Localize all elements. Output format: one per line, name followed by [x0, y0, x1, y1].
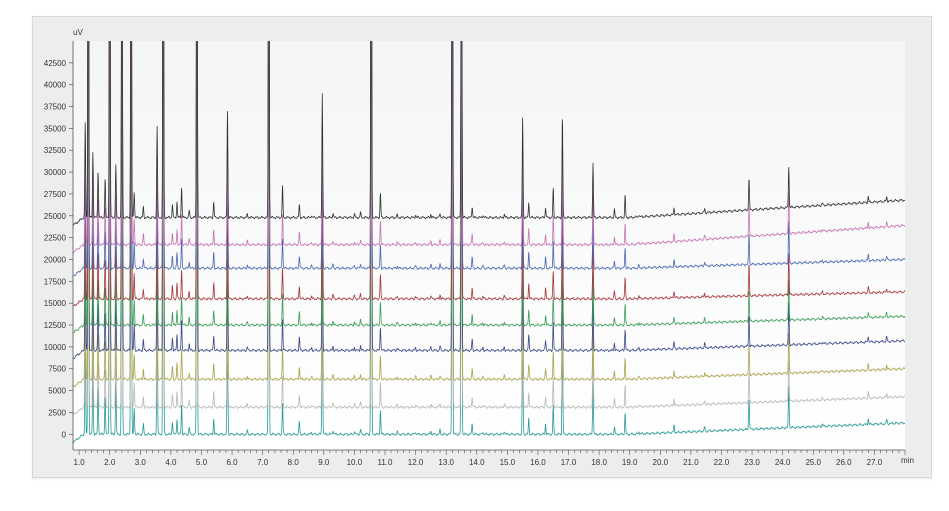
x-tick-label: 26.0 [836, 458, 852, 467]
x-tick-label: 19.0 [622, 458, 638, 467]
y-tick-label: 32500 [44, 146, 67, 155]
chromatogram-trace-3 [73, 41, 905, 388]
chromatogram-trace-4 [73, 41, 905, 359]
y-tick-label: 2500 [48, 408, 66, 417]
x-axis-unit-label: min [901, 456, 914, 465]
y-tick-label: 37500 [44, 103, 67, 112]
x-tick-label: 8.0 [288, 458, 300, 467]
x-tick-label: 4.0 [165, 458, 177, 467]
x-tick-label: 16.0 [530, 458, 546, 467]
chromatogram-trace-8 [73, 41, 905, 254]
y-tick-label: 42500 [44, 59, 67, 68]
y-tick-label: 35000 [44, 124, 67, 133]
x-tick-label: 24.0 [775, 458, 791, 467]
y-tick-label: 25000 [44, 212, 67, 221]
x-tick-label: 3.0 [135, 458, 147, 467]
chromatogram-trace-2 [73, 41, 905, 416]
x-tick-label: 6.0 [226, 458, 238, 467]
x-tick-label: 12.0 [408, 458, 424, 467]
x-tick-label: 25.0 [805, 458, 821, 467]
x-ticks: 1.0 2.0 3.0 4.0 5.0 6.0 7.0 8.0 9.0 10.0 11.0 12.0 1… [74, 450, 906, 467]
y-tick-label: 12500 [44, 321, 67, 330]
y-tick-label: 27500 [44, 190, 67, 199]
y-tick-label: 20000 [44, 255, 67, 264]
x-tick-label: 15.0 [500, 458, 516, 467]
y-tick-label: 30000 [44, 168, 67, 177]
y-tick-label: 40000 [44, 81, 67, 90]
chromatogram-trace-5 [73, 41, 905, 334]
y-tick-label: 7500 [48, 365, 66, 374]
chromatogram-trace-7 [73, 41, 905, 277]
x-tick-label: 5.0 [196, 458, 208, 467]
y-tick-label: 15000 [44, 299, 67, 308]
series-layer [73, 41, 905, 444]
y-tick-label: 5000 [48, 387, 66, 396]
x-tick-label: 21.0 [683, 458, 699, 467]
x-tick-label: 27.0 [867, 458, 883, 467]
y-tick-label: 17500 [44, 277, 67, 286]
x-tick-label: 2.0 [104, 458, 116, 467]
y-ticks: 0 2500 5000 7500 10000 12500 15000 17500 20000 22… [44, 59, 73, 439]
y-tick-label: 22500 [44, 234, 67, 243]
chromatogram-trace-1 [73, 41, 905, 444]
chromatogram-panel: 0 2500 5000 7500 10000 12500 15000 17500 20000 22… [32, 16, 932, 478]
x-tick-label: 14.0 [469, 458, 485, 467]
x-tick-label: 20.0 [653, 458, 669, 467]
x-tick-label: 7.0 [257, 458, 269, 467]
x-tick-label: 9.0 [318, 458, 330, 467]
x-tick-label: 18.0 [591, 458, 607, 467]
chromatogram-chart: 0 2500 5000 7500 10000 12500 15000 17500 20000 22… [44, 28, 914, 467]
x-tick-label: 13.0 [438, 458, 454, 467]
x-tick-label: 11.0 [378, 458, 394, 467]
y-tick-label: 10000 [44, 343, 67, 352]
x-tick-label: 10.0 [347, 458, 363, 467]
chromatogram-trace-6 [73, 41, 905, 307]
x-tick-label: 17.0 [561, 458, 577, 467]
chromatogram-trace-9 [73, 41, 905, 227]
y-tick-label: 0 [62, 430, 67, 439]
x-tick-label: 1.0 [74, 458, 86, 467]
x-tick-label: 23.0 [744, 458, 760, 467]
x-tick-label: 22.0 [714, 458, 730, 467]
y-axis-unit-label: uV [73, 28, 83, 37]
